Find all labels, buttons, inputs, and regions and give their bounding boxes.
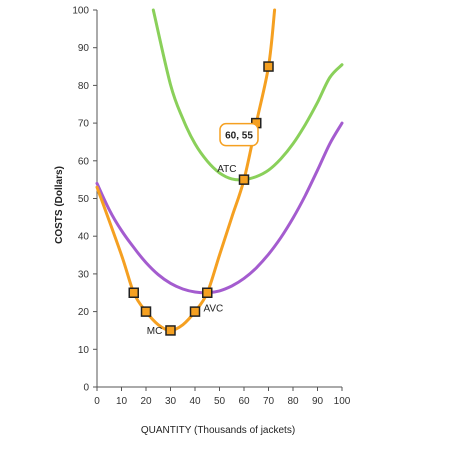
x-tick-label: 50 [214,396,226,407]
y-tick-label: 40 [78,232,90,243]
mc-label: MC [147,326,163,337]
y-tick-label: 70 [78,119,90,130]
x-tick-label: 60 [238,396,250,407]
x-tick-label: 0 [94,396,100,407]
x-tick-label: 30 [165,396,177,407]
point-tooltip-text: 60, 55 [225,131,253,142]
data-markers [128,61,274,336]
x-tick-label: 10 [116,396,128,407]
axes: 0 10 20 30 40 50 60 70 80 90 100 0 10 20 30 40 50 60 70 80 9… [72,6,350,408]
y-tick-label: 90 [78,43,90,54]
y-tick-label: 10 [78,345,90,356]
mc-curve [95,8,277,332]
mc-data-point[interactable] [128,287,139,298]
y-tick-label: 60 [78,156,90,167]
x-axis-title: QUANTITY (Thousands of jackets) [141,425,295,436]
x-tick-label: 70 [263,396,275,407]
x-tick-label: 80 [287,396,299,407]
mc-data-point[interactable] [165,325,176,336]
x-tick-label: 100 [334,396,351,407]
mc-data-point[interactable] [263,61,274,72]
mc-data-point[interactable] [189,306,201,317]
avc-label: AVC [203,303,223,314]
y-tick-label: 100 [72,6,89,17]
atc-curve [151,8,344,182]
mc-data-point[interactable] [140,306,152,317]
x-tick-label: 40 [189,396,201,407]
y-tick-label: 0 [83,383,89,394]
y-tick-label: 80 [78,81,90,92]
y-tick-label: 30 [78,269,90,280]
mc-data-point[interactable] [202,287,213,298]
point-tooltip [219,122,259,147]
avc-curve [95,121,344,295]
y-tick-label: 20 [78,307,90,318]
y-tick-label: 50 [78,194,90,205]
atc-label: ATC [217,164,236,175]
x-tick-label: 20 [140,396,152,407]
y-axis-title: COSTS (Dollars) [54,166,65,244]
curve-labels: MC AVC ATC 60, 55 [147,122,259,337]
x-tick-label: 90 [312,396,324,407]
mc-data-point[interactable] [238,174,250,185]
